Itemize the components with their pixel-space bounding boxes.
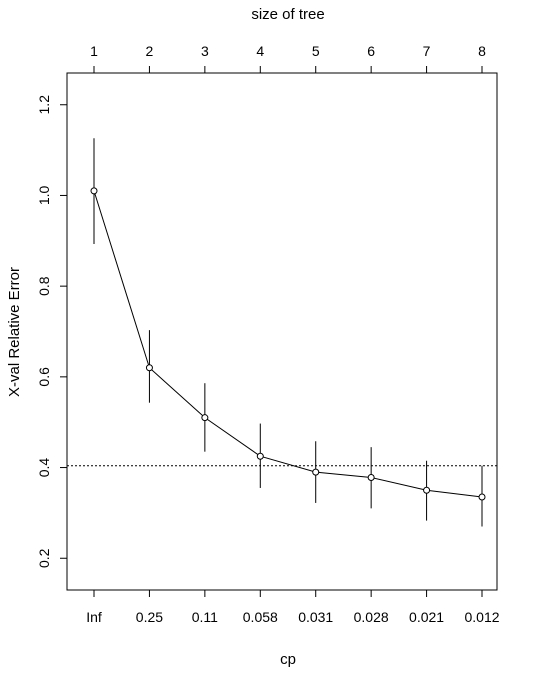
tree-size-tick-label: 6 xyxy=(367,43,375,59)
tree-size-tick-label: 8 xyxy=(478,43,486,59)
y-tick-label: 0.4 xyxy=(36,458,52,478)
top-axis-label: size of tree xyxy=(251,6,324,23)
y-tick-label: 0.2 xyxy=(36,548,52,568)
data-point xyxy=(201,414,209,422)
y-tick-label: 1.2 xyxy=(36,95,52,115)
y-tick-label: 0.8 xyxy=(36,276,52,296)
data-point xyxy=(256,452,264,460)
tree-size-tick-label: 1 xyxy=(90,43,98,59)
plot-frame xyxy=(66,72,498,591)
tree-size-tick-label: 3 xyxy=(201,43,209,59)
tree-size-axis: 1 2 3 4 5 6 7 8 xyxy=(90,43,486,74)
y-tick-label: 1.0 xyxy=(36,186,52,206)
data-point xyxy=(423,486,431,494)
data-point xyxy=(367,474,375,482)
error-bars xyxy=(93,138,483,527)
y-tick-label: 0.6 xyxy=(36,367,52,387)
tree-size-tick-label: 7 xyxy=(423,43,431,59)
cp-axis: Inf 0.25 0.11 0.058 0.031 0.028 0.021 0.012 xyxy=(86,589,500,625)
cp-tick-label: 0.25 xyxy=(136,609,163,625)
series-line xyxy=(93,190,483,498)
y-axis-label: X-val Relative Error xyxy=(6,267,23,397)
cp-tick-label: Inf xyxy=(86,609,102,625)
data-point xyxy=(90,187,98,195)
y-axis: 0.2 0.4 0.6 0.8 1.0 1.2 xyxy=(36,95,68,568)
cp-tick-label: 0.028 xyxy=(354,609,389,625)
cp-tick-label: 0.021 xyxy=(409,609,444,625)
tree-size-tick-label: 2 xyxy=(146,43,154,59)
cp-tick-label: 0.11 xyxy=(192,609,218,625)
data-point xyxy=(145,364,153,372)
tree-size-tick-label: 5 xyxy=(312,43,320,59)
cp-tick-label: 0.012 xyxy=(464,609,499,625)
data-point xyxy=(478,493,486,501)
cp-tick-label: 0.058 xyxy=(243,609,278,625)
data-point xyxy=(312,468,320,476)
x-axis-label: cp xyxy=(280,651,296,668)
tree-size-tick-label: 4 xyxy=(256,43,264,59)
data-points xyxy=(90,187,486,501)
cp-tick-label: 0.031 xyxy=(298,609,333,625)
